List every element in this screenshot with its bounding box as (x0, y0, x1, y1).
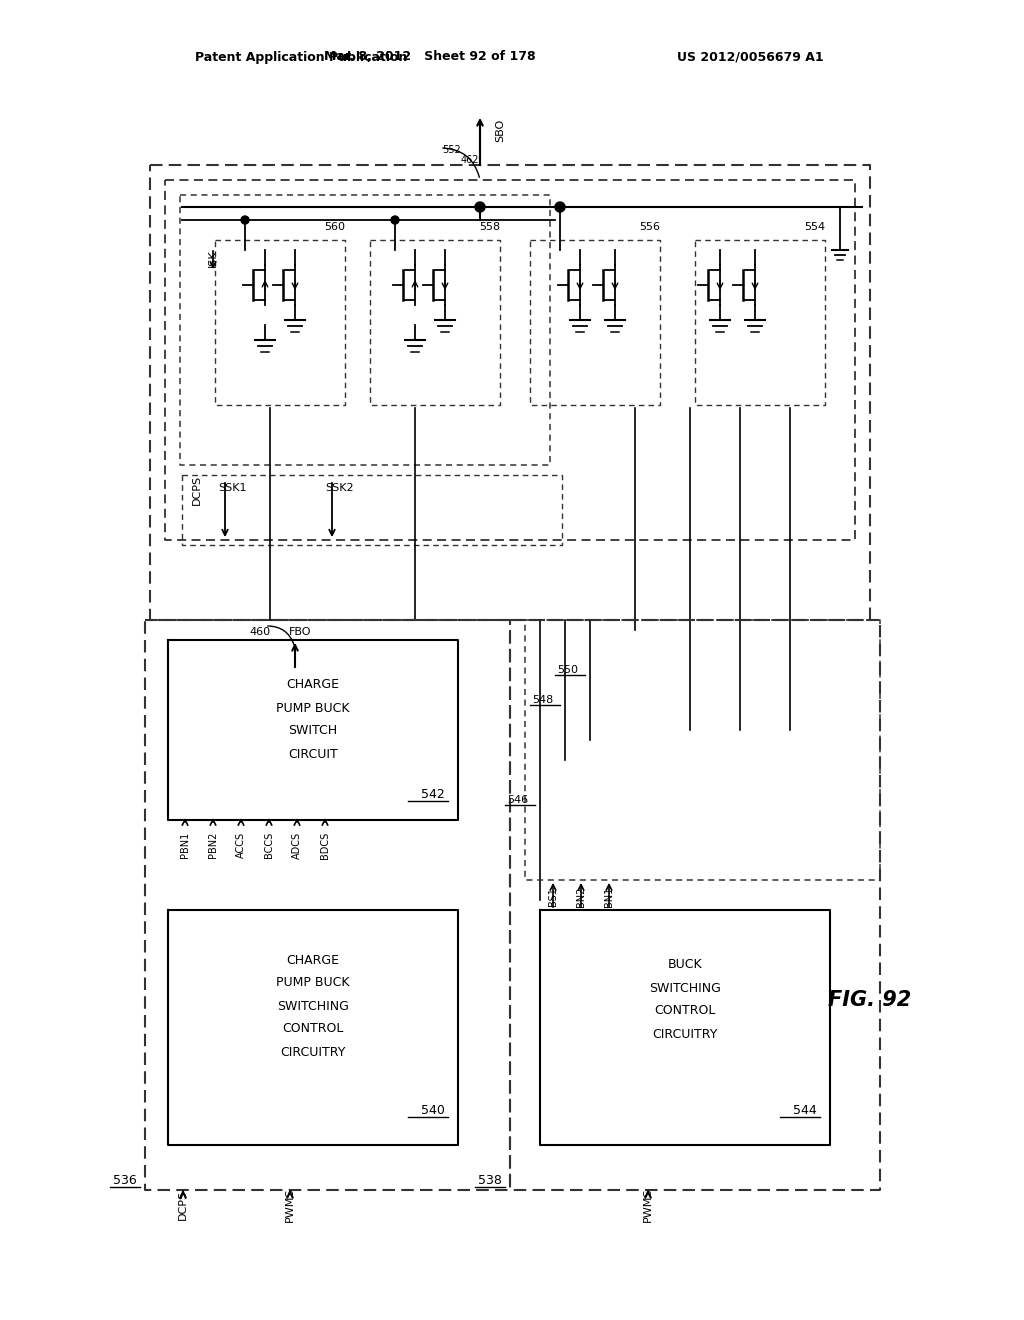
Text: 462: 462 (461, 154, 479, 165)
Text: FBO: FBO (289, 627, 311, 638)
Text: Patent Application Publication: Patent Application Publication (195, 50, 408, 63)
Text: BDCS: BDCS (319, 832, 330, 858)
Text: CHARGE: CHARGE (287, 953, 340, 966)
Text: BS1: BS1 (548, 887, 558, 907)
Text: FIG. 92: FIG. 92 (828, 990, 911, 1010)
Text: SWITCHING: SWITCHING (649, 982, 721, 994)
Text: CONTROL: CONTROL (283, 1023, 344, 1035)
Text: 558: 558 (479, 222, 501, 232)
Text: SWITCHING: SWITCHING (278, 999, 349, 1012)
Text: 544: 544 (794, 1104, 817, 1117)
Text: PWMS: PWMS (285, 1188, 295, 1222)
Text: 554: 554 (805, 222, 825, 232)
Text: SBO: SBO (495, 119, 505, 141)
Text: 460: 460 (250, 627, 270, 638)
Text: BUCK: BUCK (668, 958, 702, 972)
Text: SSK1: SSK1 (218, 483, 247, 492)
Text: PBN2: PBN2 (208, 832, 218, 858)
Text: Mar. 8, 2012   Sheet 92 of 178: Mar. 8, 2012 Sheet 92 of 178 (325, 50, 536, 63)
Text: 560: 560 (325, 222, 345, 232)
Text: BN1: BN1 (604, 887, 614, 907)
Text: 540: 540 (421, 1104, 445, 1117)
Text: BN2: BN2 (575, 887, 586, 907)
Text: SWITCH: SWITCH (289, 725, 338, 738)
Text: DCPS: DCPS (178, 1189, 188, 1220)
Text: SSK2: SSK2 (325, 483, 353, 492)
Text: 538: 538 (478, 1173, 502, 1187)
Circle shape (241, 216, 249, 224)
Text: PBN1: PBN1 (180, 832, 190, 858)
Text: ACCS: ACCS (236, 832, 246, 858)
Circle shape (475, 202, 485, 213)
Circle shape (555, 202, 565, 213)
Text: BCCS: BCCS (264, 832, 274, 858)
Text: CIRCUIT: CIRCUIT (288, 747, 338, 760)
Text: US 2012/0056679 A1: US 2012/0056679 A1 (677, 50, 823, 63)
Circle shape (391, 216, 399, 224)
Text: CIRCUITRY: CIRCUITRY (281, 1045, 346, 1059)
Text: 556: 556 (640, 222, 660, 232)
Text: 548: 548 (531, 696, 553, 705)
Text: 546: 546 (507, 795, 528, 805)
Text: 536: 536 (114, 1173, 137, 1187)
Text: 552: 552 (442, 145, 462, 154)
Text: PUMP BUCK: PUMP BUCK (276, 701, 350, 714)
Text: PUMP BUCK: PUMP BUCK (276, 977, 350, 990)
Text: ISK: ISK (208, 249, 218, 267)
Text: 550: 550 (557, 665, 578, 675)
Text: DCPS: DCPS (193, 475, 202, 506)
Text: CIRCUITRY: CIRCUITRY (652, 1027, 718, 1040)
Text: CONTROL: CONTROL (654, 1005, 716, 1018)
Text: 542: 542 (421, 788, 444, 801)
Text: CHARGE: CHARGE (287, 678, 340, 692)
Text: ADCS: ADCS (292, 832, 302, 858)
Text: PWMS: PWMS (643, 1188, 653, 1222)
